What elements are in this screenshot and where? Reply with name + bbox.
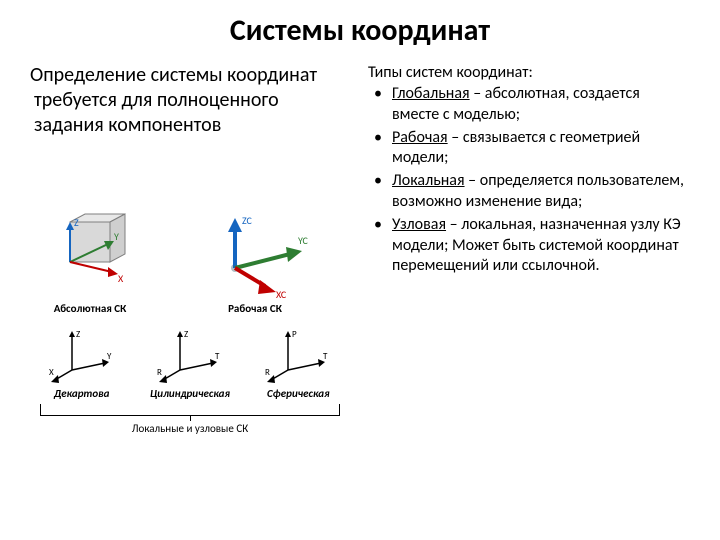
bracket-label: Локальные и узловые СК — [132, 422, 248, 435]
triad-axis-label: T — [215, 351, 220, 362]
axis-y-label: Y — [114, 230, 119, 243]
triad-axis-label: R — [265, 367, 270, 378]
diagram-top-row: Z Y X Абсолютная СК ZC — [30, 210, 370, 315]
type-item-global: Глобальная – абсолютная, создается вмест… — [386, 84, 690, 126]
absolute-cs-panel: Z Y X Абсолютная СК — [30, 210, 150, 315]
triad-label: Декартова — [54, 387, 109, 400]
triad-axis-label: X — [49, 367, 54, 378]
axis-yc-label: YC — [298, 234, 309, 247]
triad-axis-label: R — [157, 367, 162, 378]
type-name: Узловая — [392, 215, 446, 234]
type-name: Рабочая — [392, 128, 448, 147]
triad-icon: P T R — [263, 325, 333, 385]
type-name: Глобальная — [392, 84, 470, 103]
triad-icon: Z T R — [155, 325, 225, 385]
triad-cylindrical: Z T R Цилиндрическая — [150, 325, 230, 400]
type-item-nodal: Узловая – локальная, назначенная узлу КЭ… — [386, 215, 690, 277]
triad-axis-label: P — [292, 329, 297, 340]
type-item-working: Рабочая – связывается с геометрией модел… — [386, 128, 690, 170]
intro-text: Определение системы координат требуется … — [30, 63, 352, 138]
triad-axis-label: Z — [76, 329, 80, 340]
diagram-bottom-row: Z Y X Декартова Z T R Цилиндрическая — [30, 325, 350, 400]
type-name: Локальная — [392, 171, 465, 190]
triad-spherical: P T R Сферическая — [263, 325, 333, 400]
type-item-local: Локальная – определяется пользователем, … — [386, 171, 690, 213]
bracket-icon — [40, 404, 340, 416]
right-column: Типы систем координат: Глобальная – абсо… — [368, 63, 690, 279]
triad-label: Цилиндрическая — [150, 387, 230, 400]
axis-x-label: X — [118, 272, 124, 285]
working-cs-icon: ZC YC XC — [180, 210, 330, 300]
triad-label: Сферическая — [267, 387, 330, 400]
working-cs-label: Рабочая СК — [228, 302, 282, 315]
triad-axis-label: Y — [107, 351, 112, 362]
page-title: Системы координат — [30, 12, 690, 49]
axis-z-label: Z — [74, 216, 79, 229]
absolute-cs-icon: Z Y X — [30, 210, 150, 300]
axis-xc-label: XC — [276, 288, 287, 300]
types-list: Глобальная – абсолютная, создается вмест… — [368, 84, 690, 277]
triad-axis-label: T — [323, 351, 328, 362]
diagram-area: Z Y X Абсолютная СК ZC — [30, 210, 370, 435]
bracket-row: Локальные и узловые СК — [30, 404, 350, 435]
triad-axis-label: Z — [184, 329, 188, 340]
triad-cartesian: Z Y X Декартова — [47, 325, 117, 400]
types-heading: Типы систем координат: — [368, 63, 690, 82]
absolute-cs-label: Абсолютная СК — [54, 302, 127, 315]
triad-icon: Z Y X — [47, 325, 117, 385]
axis-zc-label: ZC — [242, 214, 253, 227]
working-cs-panel: ZC YC XC Рабочая СК — [180, 210, 330, 315]
